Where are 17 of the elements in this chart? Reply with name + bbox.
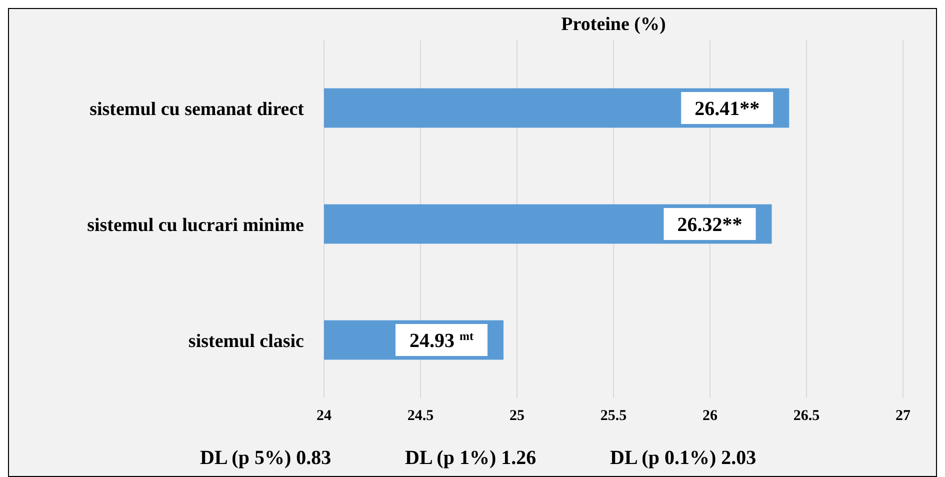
data-label: 26.41** — [694, 98, 760, 120]
text: DL (p 0.1%) 2.03 — [610, 447, 756, 469]
x-tick-label: 26.5 — [793, 408, 820, 424]
x-tick-label: 24.5 — [407, 408, 434, 424]
y-tick-label: sistemul clasic — [188, 331, 304, 352]
x-tick-label: 24 — [316, 408, 332, 424]
text: DL (p 5%) 0.83 — [200, 447, 332, 469]
x-tick-label: 25.5 — [600, 408, 627, 424]
y-tick-label: sistemul cu semanat direct — [90, 99, 305, 120]
x-tick-label: 27 — [896, 408, 911, 424]
text: DL (p 1%) 1.26 — [405, 447, 536, 469]
y-tick-label: sistemul cu lucrari minime — [87, 215, 304, 236]
x-tick-label: 25 — [510, 408, 524, 424]
chart-title: Proteine (%) — [561, 14, 666, 35]
data-label: 26.32** — [677, 214, 742, 236]
x-tick-label: 26 — [702, 408, 718, 424]
data-label: 24.93 $^{mt}$ — [409, 329, 474, 352]
